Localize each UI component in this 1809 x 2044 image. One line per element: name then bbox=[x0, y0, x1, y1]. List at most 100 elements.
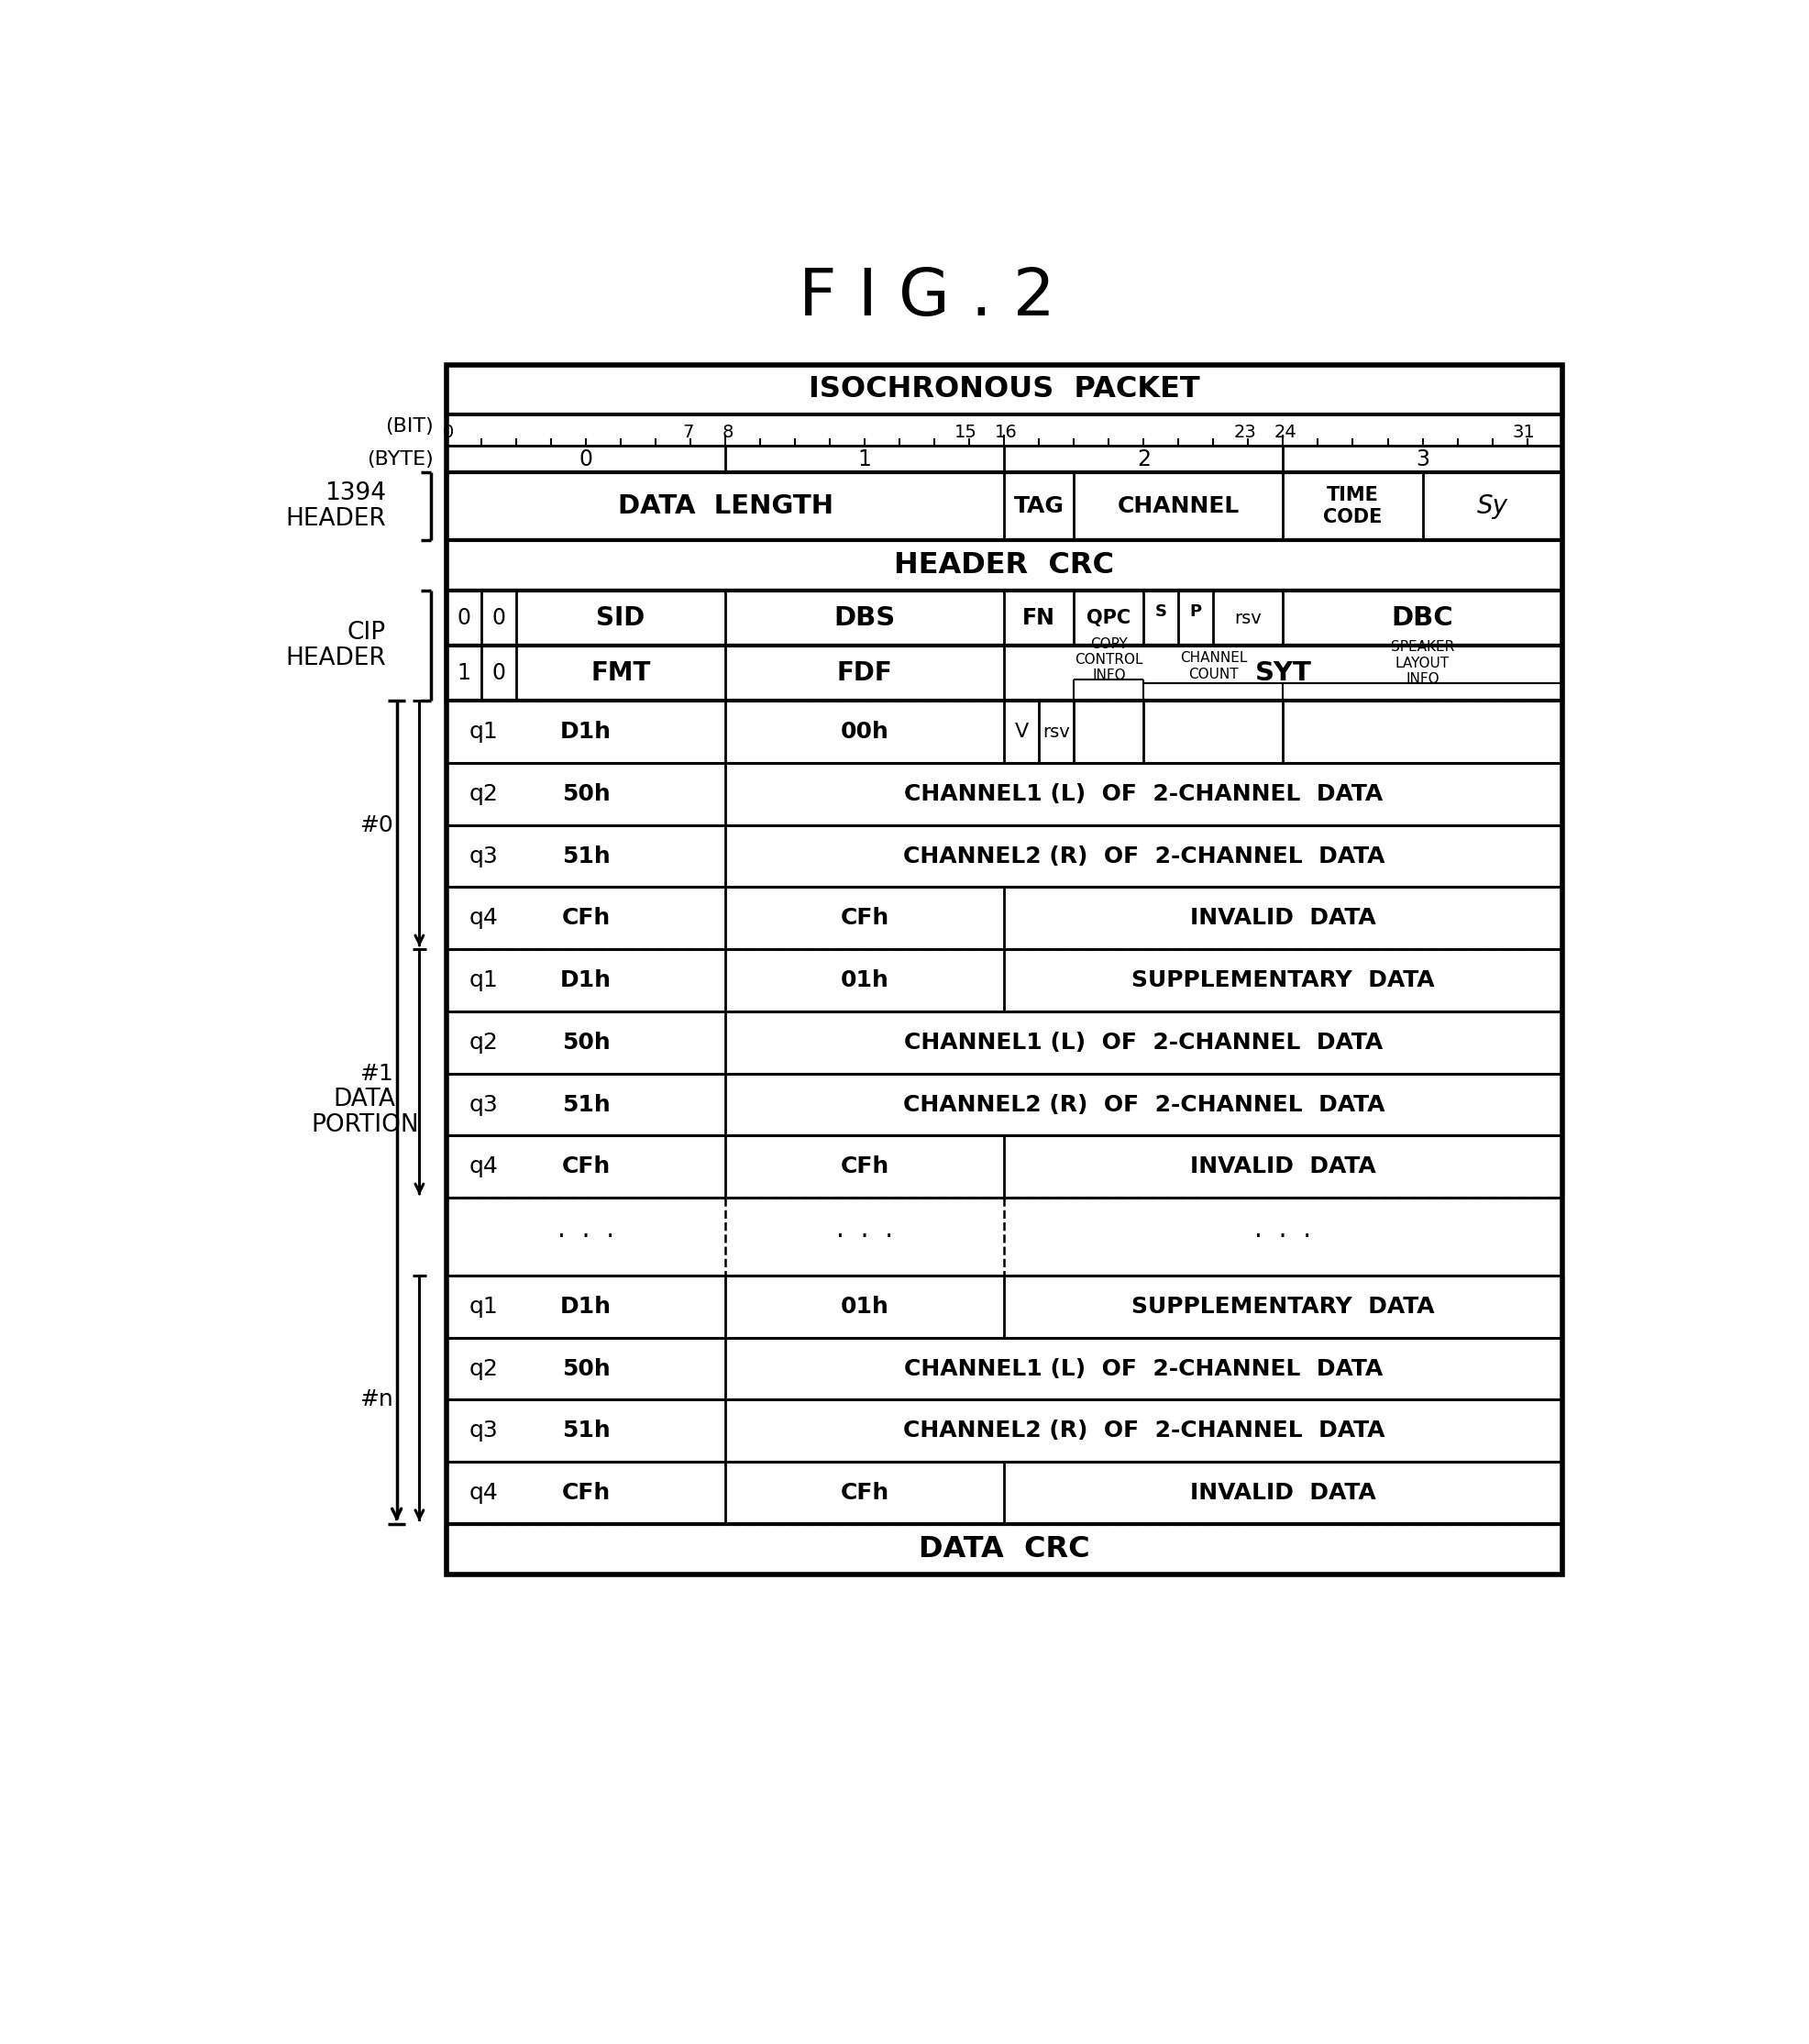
Text: V: V bbox=[1015, 724, 1029, 740]
Text: CFh: CFh bbox=[561, 908, 610, 930]
Text: CFh: CFh bbox=[561, 1155, 610, 1177]
Text: CFh: CFh bbox=[841, 1482, 890, 1504]
Text: CHANNEL1 (L)  OF  2-CHANNEL  DATA: CHANNEL1 (L) OF 2-CHANNEL DATA bbox=[904, 1032, 1384, 1053]
Text: QPC: QPC bbox=[1087, 609, 1131, 628]
Bar bbox=[447, 364, 1561, 1574]
Text: 23: 23 bbox=[1234, 423, 1255, 442]
Text: CHANNEL
COUNT: CHANNEL COUNT bbox=[1179, 652, 1246, 681]
Bar bbox=[447, 701, 1561, 762]
Text: PORTION: PORTION bbox=[311, 1114, 418, 1136]
Text: (BIT): (BIT) bbox=[385, 417, 434, 435]
Text: INVALID  DATA: INVALID DATA bbox=[1190, 1482, 1377, 1504]
Text: 1: 1 bbox=[857, 448, 872, 470]
Bar bbox=[447, 1525, 1561, 1574]
Text: ·  ·  ·: · · · bbox=[1255, 1224, 1312, 1249]
Text: HEADER: HEADER bbox=[286, 646, 385, 670]
Text: HEADER  CRC: HEADER CRC bbox=[894, 552, 1114, 578]
Text: CFh: CFh bbox=[561, 1482, 610, 1504]
Text: 7: 7 bbox=[682, 423, 695, 442]
Text: 2: 2 bbox=[1136, 448, 1151, 470]
Text: D1h: D1h bbox=[561, 1296, 611, 1318]
Text: 0: 0 bbox=[579, 448, 593, 470]
Bar bbox=[447, 591, 1561, 646]
Text: #1: #1 bbox=[360, 1063, 393, 1085]
Text: 51h: 51h bbox=[561, 1421, 610, 1441]
Bar bbox=[447, 1400, 1561, 1461]
Text: q4: q4 bbox=[469, 1155, 497, 1177]
Text: rsv: rsv bbox=[1234, 609, 1263, 628]
Text: 0: 0 bbox=[492, 607, 505, 630]
Text: 0: 0 bbox=[458, 607, 470, 630]
Text: 16: 16 bbox=[995, 423, 1018, 442]
Text: FDF: FDF bbox=[838, 660, 892, 687]
Bar bbox=[447, 646, 1561, 701]
Bar bbox=[447, 1073, 1561, 1136]
Text: HEADER: HEADER bbox=[286, 507, 385, 531]
Text: 0: 0 bbox=[443, 423, 454, 442]
Text: SUPPLEMENTARY  DATA: SUPPLEMENTARY DATA bbox=[1132, 1296, 1435, 1318]
Text: D1h: D1h bbox=[561, 722, 611, 742]
Text: CIP: CIP bbox=[347, 621, 385, 644]
Text: 01h: 01h bbox=[841, 1296, 888, 1318]
Text: q2: q2 bbox=[469, 1357, 497, 1380]
Bar bbox=[447, 762, 1561, 826]
Bar bbox=[447, 887, 1561, 948]
Text: 01h: 01h bbox=[841, 969, 888, 991]
Text: (BYTE): (BYTE) bbox=[367, 450, 434, 468]
Text: 51h: 51h bbox=[561, 844, 610, 867]
Text: CFh: CFh bbox=[841, 1155, 890, 1177]
Bar bbox=[447, 540, 1561, 591]
Text: TAG: TAG bbox=[1013, 495, 1064, 517]
Text: 8: 8 bbox=[722, 423, 733, 442]
Bar bbox=[447, 415, 1561, 446]
Text: 51h: 51h bbox=[561, 1094, 610, 1116]
Text: rsv: rsv bbox=[1042, 724, 1071, 740]
Text: 50h: 50h bbox=[561, 1032, 610, 1053]
Text: SID: SID bbox=[597, 605, 646, 632]
Text: 0: 0 bbox=[492, 662, 505, 685]
Text: q1: q1 bbox=[469, 1296, 497, 1318]
Text: P: P bbox=[1190, 603, 1201, 619]
Text: ·  ·  ·: · · · bbox=[557, 1224, 615, 1249]
Text: 50h: 50h bbox=[561, 783, 610, 805]
Text: #0: #0 bbox=[360, 814, 393, 836]
Text: 1394: 1394 bbox=[324, 482, 385, 505]
Bar bbox=[447, 1012, 1561, 1073]
Text: FMT: FMT bbox=[592, 660, 651, 687]
Text: q1: q1 bbox=[469, 969, 497, 991]
Bar bbox=[447, 1275, 1561, 1337]
Text: ISOCHRONOUS  PACKET: ISOCHRONOUS PACKET bbox=[809, 376, 1199, 403]
Text: CHANNEL2 (R)  OF  2-CHANNEL  DATA: CHANNEL2 (R) OF 2-CHANNEL DATA bbox=[903, 1421, 1384, 1441]
Bar bbox=[447, 472, 1561, 540]
Text: 15: 15 bbox=[955, 423, 977, 442]
Text: DATA  CRC: DATA CRC bbox=[919, 1535, 1089, 1564]
Text: 3: 3 bbox=[1416, 448, 1429, 470]
Text: CHANNEL1 (L)  OF  2-CHANNEL  DATA: CHANNEL1 (L) OF 2-CHANNEL DATA bbox=[904, 1357, 1384, 1380]
Text: F I G . 2: F I G . 2 bbox=[798, 266, 1055, 329]
Text: q3: q3 bbox=[469, 844, 497, 867]
Text: 31: 31 bbox=[1512, 423, 1536, 442]
Text: DBS: DBS bbox=[834, 605, 895, 632]
Text: q3: q3 bbox=[469, 1094, 497, 1116]
Bar bbox=[447, 1337, 1561, 1400]
Text: SYT: SYT bbox=[1255, 660, 1312, 687]
Text: 00h: 00h bbox=[841, 722, 888, 742]
Text: q1: q1 bbox=[469, 722, 497, 742]
Bar bbox=[447, 364, 1561, 415]
Text: 24: 24 bbox=[1274, 423, 1297, 442]
Text: INVALID  DATA: INVALID DATA bbox=[1190, 1155, 1377, 1177]
Text: SUPPLEMENTARY  DATA: SUPPLEMENTARY DATA bbox=[1132, 969, 1435, 991]
Bar bbox=[447, 1136, 1561, 1198]
Bar bbox=[447, 1461, 1561, 1525]
Text: INVALID  DATA: INVALID DATA bbox=[1190, 908, 1377, 930]
Text: COPY
CONTROL
INFO: COPY CONTROL INFO bbox=[1075, 638, 1143, 683]
Text: SPEAKER
LAYOUT
INFO: SPEAKER LAYOUT INFO bbox=[1391, 640, 1454, 687]
Text: q3: q3 bbox=[469, 1421, 497, 1441]
Text: TIME
CODE: TIME CODE bbox=[1324, 486, 1382, 525]
Text: CHANNEL2 (R)  OF  2-CHANNEL  DATA: CHANNEL2 (R) OF 2-CHANNEL DATA bbox=[903, 844, 1384, 867]
Text: CHANNEL: CHANNEL bbox=[1118, 495, 1239, 517]
Text: DATA: DATA bbox=[333, 1087, 396, 1112]
Text: CHANNEL1 (L)  OF  2-CHANNEL  DATA: CHANNEL1 (L) OF 2-CHANNEL DATA bbox=[904, 783, 1384, 805]
Bar bbox=[447, 446, 1561, 472]
Text: #n: #n bbox=[360, 1388, 393, 1410]
